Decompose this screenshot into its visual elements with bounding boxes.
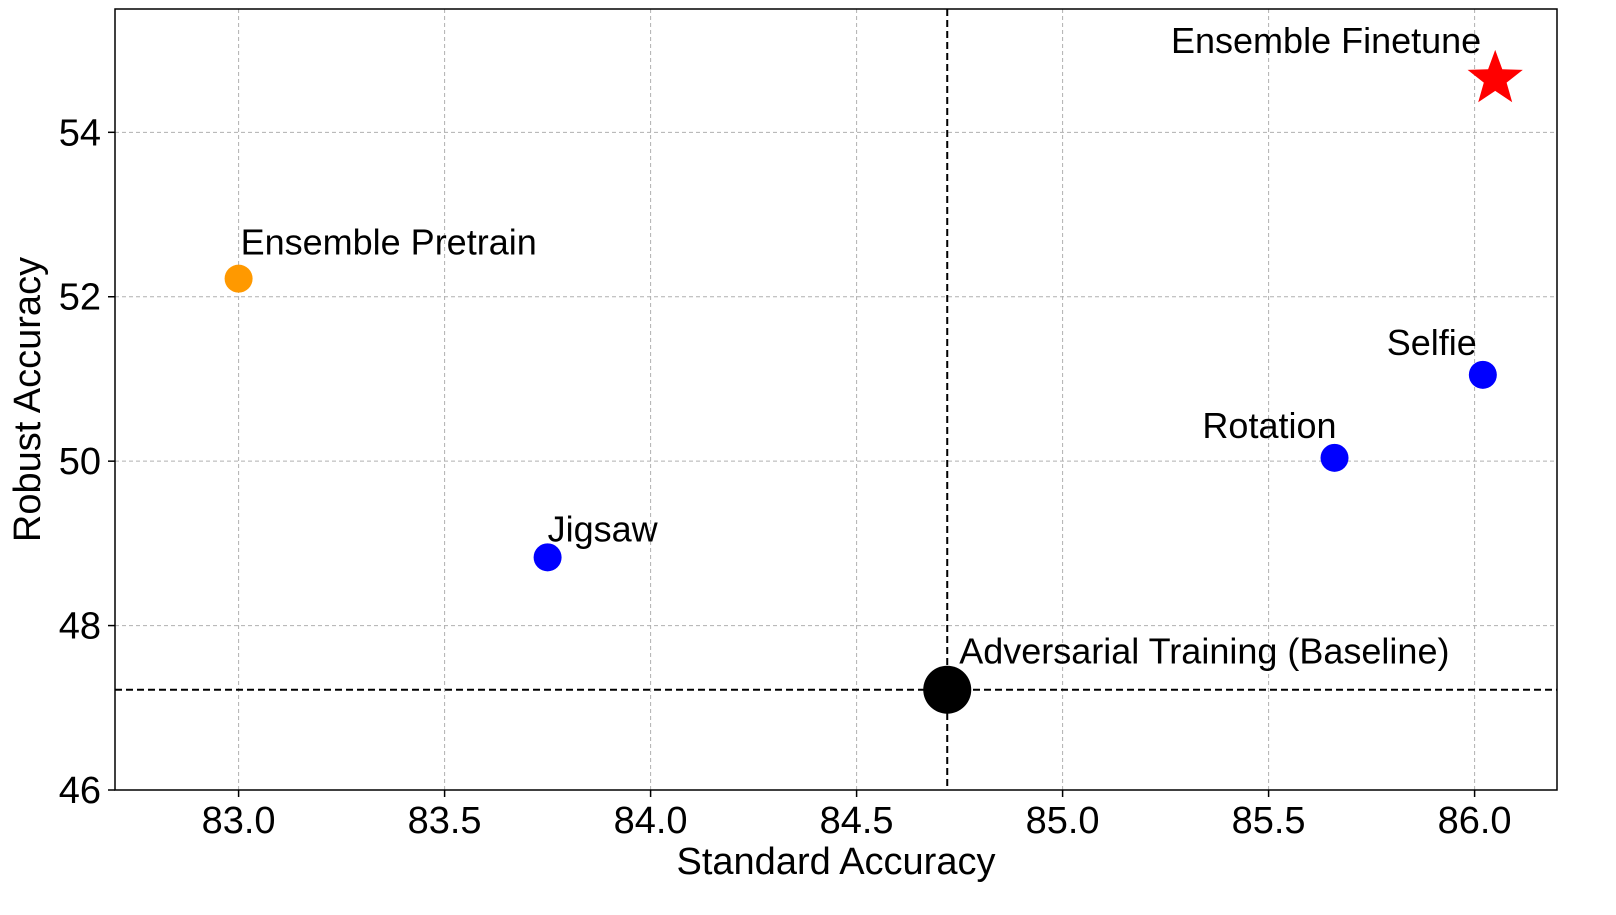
ensemble-finetune-star-marker [1467,49,1523,103]
adversarial-training-baseline-label: Adversarial Training (Baseline) [959,631,1449,672]
point-labels: Ensemble Finetune Ensemble Pretrain Selfie… [241,20,1482,672]
y-tick-label: 50 [59,441,101,483]
ensemble-pretrain-label: Ensemble Pretrain [241,222,537,263]
x-tick-label: 85.5 [1232,800,1306,842]
selfie-label: Selfie [1387,322,1477,363]
ensemble-pretrain-point [224,264,253,293]
y-tick-label: 54 [59,112,101,154]
y-axis-label: Robust Accuracy [7,257,49,542]
rotation-point [1320,443,1349,472]
reference-lines [115,9,1557,790]
x-axis-ticks: 83.0 83.5 84.0 84.5 85.0 85.5 86.0 [202,790,1512,842]
grid [115,9,1557,791]
plot-frame [114,8,1558,791]
y-tick-label: 48 [59,606,101,648]
x-tick-label: 84.5 [820,800,894,842]
jigsaw-label: Jigsaw [548,508,659,549]
y-axis-ticks: 46 48 50 52 54 [59,112,115,812]
data-points [224,49,1523,714]
x-tick-label: 84.0 [614,800,688,842]
x-tick-label: 83.5 [408,800,482,842]
ensemble-finetune-label: Ensemble Finetune [1171,20,1481,61]
x-axis-label: Standard Accuracy [677,841,996,883]
x-tick-label: 83.0 [202,800,276,842]
rotation-label: Rotation [1202,405,1336,446]
adversarial-training-baseline-point [923,665,972,714]
y-tick-label: 52 [59,277,101,319]
x-tick-label: 85.0 [1026,800,1100,842]
x-tick-label: 86.0 [1438,800,1512,842]
y-tick-label: 46 [59,770,101,812]
selfie-point [1468,360,1497,389]
jigsaw-point [533,543,562,572]
